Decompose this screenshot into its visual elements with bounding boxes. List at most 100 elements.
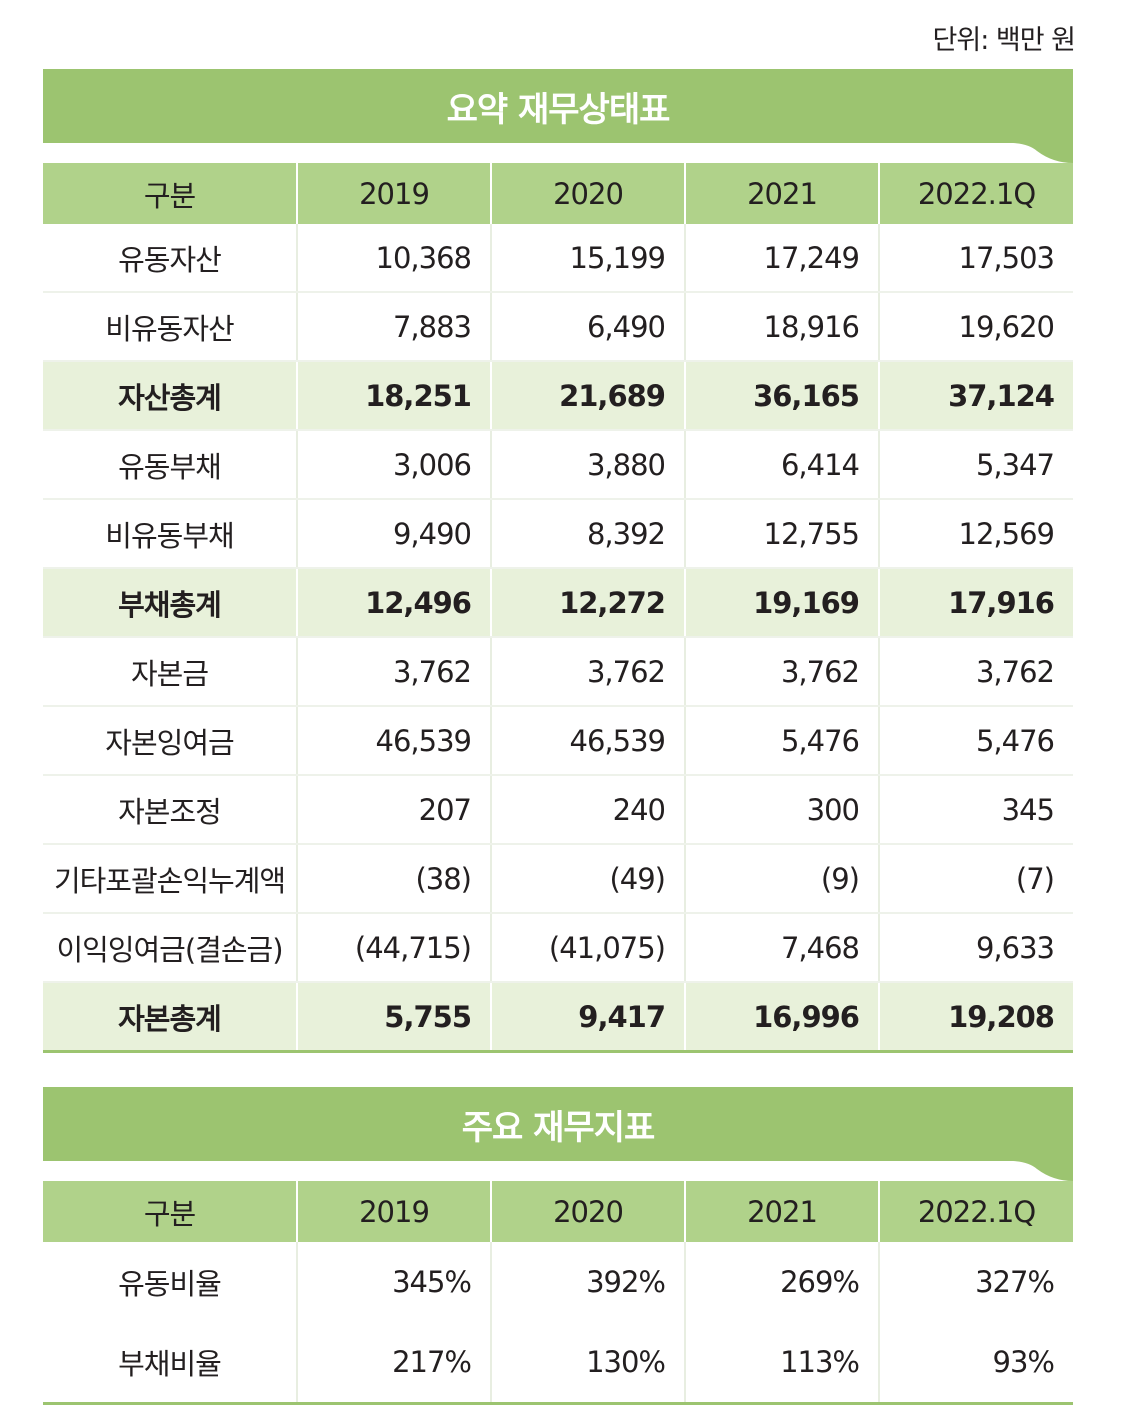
balance-sheet-banner: 요약 재무상태표	[43, 69, 1073, 163]
row-label: 유동비율	[118, 1267, 222, 1301]
value-cell: (9)	[684, 844, 879, 914]
ratios-section: 주요 재무지표 구분 2019 2020 2021 2022.1Q 유동비율 34…	[43, 1087, 1073, 1405]
value-cell: (7)	[878, 844, 1073, 914]
banner-corner-decoration	[993, 1161, 1073, 1181]
value-cell: 5,476	[684, 706, 879, 776]
balance-sheet-section: 요약 재무상태표 구분 2019 2020 2021 2022.1Q 유동자산 1…	[43, 69, 1073, 1053]
row-label: 부채비율	[43, 1322, 297, 1405]
table-row: 자본잉여금 46,539 46,539 5,476 5,476	[43, 706, 1073, 776]
header-category: 구분	[43, 163, 297, 224]
value-cell: 327%	[878, 1242, 1073, 1322]
row-label: 자산총계	[43, 361, 297, 431]
table-row: 유동자산 10,368 15,199 17,249 17,503	[43, 224, 1073, 293]
row-label: 기타포괄손익누계액	[43, 844, 297, 914]
row-label: 이익잉여금(결손금)	[43, 913, 297, 983]
value-cell: 7,468	[684, 913, 879, 983]
value-cell: 5,347	[878, 430, 1073, 500]
row-label: 자본조정	[43, 775, 297, 845]
table-row: 자본조정 207 240 300 345	[43, 775, 1073, 845]
header-2019: 2019	[296, 1181, 491, 1242]
table-row: 기타포괄손익누계액 (38) (49) (9) (7)	[43, 844, 1073, 914]
value-cell: 3,762	[490, 637, 685, 707]
header-2022-1q: 2022.1Q	[878, 1181, 1073, 1242]
table-header-row: 구분 2019 2020 2021 2022.1Q	[43, 163, 1073, 224]
value-cell: 300	[684, 775, 879, 845]
row-label: 유동부채	[43, 430, 297, 500]
row-label: 비유동부채	[43, 499, 297, 569]
value-cell: (44,715)	[296, 913, 491, 983]
value-cell: (49)	[490, 844, 685, 914]
total-row: 자본총계 5,755 9,417 16,996 19,208	[43, 982, 1073, 1053]
unit-label: 단위: 백만 원	[932, 25, 1076, 56]
value-cell: 36,165	[684, 361, 879, 431]
ratios-banner: 주요 재무지표	[43, 1087, 1073, 1181]
row-label: 비유동자산	[43, 292, 297, 362]
row-label: 유동자산	[43, 224, 297, 293]
value-cell: 345	[878, 775, 1073, 845]
row-label: 자본잉여금	[43, 706, 297, 776]
row-label: 자본금	[43, 637, 297, 707]
header-2020: 2020	[490, 163, 685, 224]
total-row: 부채총계 12,496 12,272 19,169 17,916	[43, 568, 1073, 638]
value-cell: 207	[296, 775, 491, 845]
value-cell: 3,762	[878, 637, 1073, 707]
table-row: 비유동자산 7,883 6,490 18,916 19,620	[43, 292, 1073, 362]
value-cell: 18,251	[296, 361, 491, 431]
value-cell: 217%	[296, 1322, 491, 1405]
value-cell: 17,249	[684, 224, 879, 293]
value-cell: 3,006	[296, 430, 491, 500]
value-cell: 18,916	[684, 292, 879, 362]
value-cell: 9,417	[490, 982, 685, 1053]
value-cell: 12,569	[878, 499, 1073, 569]
ratios-table: 구분 2019 2020 2021 2022.1Q 유동비율 345% 392% 26…	[43, 1181, 1073, 1405]
value-cell: (41,075)	[490, 913, 685, 983]
row-label: 자본총계	[43, 982, 297, 1053]
value-cell: 10,368	[296, 224, 491, 293]
value-cell: 3,762	[296, 637, 491, 707]
value-cell: 7,883	[296, 292, 491, 362]
value-cell: 240	[490, 775, 685, 845]
value-cell: 46,539	[296, 706, 491, 776]
value-cell: 9,633	[878, 913, 1073, 983]
table-row: 자본금 3,762 3,762 3,762 3,762	[43, 637, 1073, 707]
table-row: 유동비율 345% 392% 269% 327%	[43, 1242, 1073, 1322]
value-cell: 19,169	[684, 568, 879, 638]
table-row: 유동부채 3,006 3,880 6,414 5,347	[43, 430, 1073, 500]
ratios-title: 주요 재무지표	[461, 1107, 656, 1148]
balance-sheet-title: 요약 재무상태표	[446, 89, 671, 130]
header-2021: 2021	[684, 1181, 879, 1242]
value-cell: 17,503	[878, 224, 1073, 293]
value-cell: 12,496	[296, 568, 491, 638]
header-2019: 2019	[296, 163, 491, 224]
value-cell: 392%	[490, 1242, 685, 1322]
value-cell: 15,199	[490, 224, 685, 293]
value-cell: 19,620	[878, 292, 1073, 362]
value-cell: 345%	[296, 1242, 491, 1322]
value-cell: 6,414	[684, 430, 879, 500]
value-cell: 130%	[490, 1322, 685, 1405]
value-cell: 19,208	[878, 982, 1073, 1053]
header-2021: 2021	[684, 163, 879, 224]
value-cell: 9,490	[296, 499, 491, 569]
header-2020: 2020	[490, 1181, 685, 1242]
header-2022-1q: 2022.1Q	[878, 163, 1073, 224]
value-cell: 21,689	[490, 361, 685, 431]
value-cell: 16,996	[684, 982, 879, 1053]
value-cell: 12,272	[490, 568, 685, 638]
value-cell: 3,880	[490, 430, 685, 500]
value-cell: 269%	[684, 1242, 879, 1322]
value-cell: 5,476	[878, 706, 1073, 776]
table-row: 비유동부채 9,490 8,392 12,755 12,569	[43, 499, 1073, 569]
value-cell: (38)	[296, 844, 491, 914]
value-cell: 12,755	[684, 499, 879, 569]
table-header-row: 구분 2019 2020 2021 2022.1Q	[43, 1181, 1073, 1242]
table-row: 부채비율 217% 130% 113% 93%	[43, 1322, 1073, 1405]
table-row: 이익잉여금(결손금) (44,715) (41,075) 7,468 9,633	[43, 913, 1073, 983]
header-category: 구분	[43, 1181, 297, 1242]
value-cell: 113%	[684, 1322, 879, 1405]
balance-sheet-table: 구분 2019 2020 2021 2022.1Q 유동자산 10,368 15,1…	[43, 163, 1073, 1053]
value-cell: 17,916	[878, 568, 1073, 638]
row-label: 부채총계	[43, 568, 297, 638]
value-cell: 8,392	[490, 499, 685, 569]
value-cell: 3,762	[684, 637, 879, 707]
